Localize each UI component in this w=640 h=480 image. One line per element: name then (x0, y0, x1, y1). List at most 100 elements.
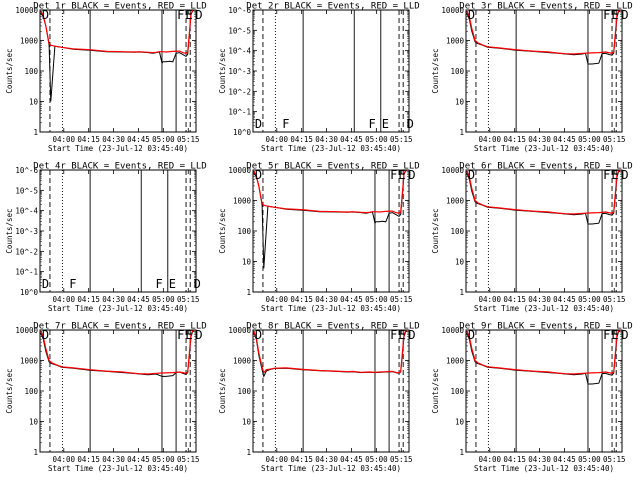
x-tick-label: 04:00 (52, 135, 75, 144)
x-tick-label: 05:15 (603, 295, 626, 304)
events-series-line (40, 330, 195, 377)
y-tick-label: 10 (29, 418, 39, 427)
x-axis-label: Start Time (23-Jul-12 03:45:40) (474, 304, 614, 313)
y-tick-label: 100 (450, 387, 464, 396)
plot-frame (465, 169, 623, 293)
y-tick-label: 10 (455, 98, 465, 107)
y-tick-label: 10000 (228, 166, 251, 175)
x-tick-label: 04:45 (127, 455, 150, 464)
x-tick-label: 04:45 (340, 135, 363, 144)
y-tick-label: 10^-3 (15, 227, 38, 236)
panel-title: Det 3r BLACK = Events, RED = LLD (459, 2, 632, 12)
interval-marker-letter: E (382, 117, 389, 131)
x-tick-label: 04:30 (315, 295, 338, 304)
y-tick-label: 10000 (441, 326, 464, 335)
interval-marker-letter: F (603, 168, 610, 182)
y-tick-label: 10 (242, 258, 252, 267)
x-tick-label: 05:15 (390, 135, 413, 144)
detector-panel: Det 3r BLACK = Events, RED = LLD Counts/s… (431, 2, 633, 154)
x-tick-label: 04:45 (127, 295, 150, 304)
y-tick-label: 10 (455, 258, 465, 267)
y-tick-label: 10^-1 (228, 108, 251, 117)
y-tick-label: 10^-4 (228, 47, 251, 56)
y-tick-label: 100 (237, 387, 251, 396)
y-tick-label: 10000 (441, 6, 464, 15)
y-tick-label: 10^-6 (15, 166, 38, 175)
y-axis-label: Counts/sec (218, 208, 227, 253)
interval-marker-letter: F (603, 8, 610, 22)
x-tick-label: 04:15 (503, 295, 526, 304)
x-tick-label: 04:15 (290, 135, 313, 144)
x-tick-label: 05:00 (578, 455, 601, 464)
interval-marker-letter: F (156, 277, 163, 291)
x-tick-label: 04:15 (77, 135, 100, 144)
y-tick-label: 100 (24, 387, 38, 396)
lld-series-line (253, 169, 408, 214)
y-axis-label: Counts/sec (5, 48, 14, 93)
x-tick-label: 05:15 (603, 455, 626, 464)
interval-marker-letter: D (468, 8, 475, 22)
panel-title: Det 4r BLACK = Events, RED = LLD (33, 162, 206, 172)
x-tick-label: 04:00 (52, 455, 75, 464)
plot-frame (39, 9, 197, 133)
interval-marker-letter: D (42, 277, 49, 291)
y-tick-label: 100 (24, 67, 38, 76)
plot-frame (465, 9, 623, 133)
interval-marker-letter: E (611, 8, 618, 22)
y-tick-label: 10^0 (233, 128, 252, 137)
interval-marker-letter: D (195, 328, 202, 342)
y-tick-label: 1000 (446, 357, 465, 366)
x-tick-label: 05:15 (390, 455, 413, 464)
x-tick-label: 04:00 (478, 295, 501, 304)
x-tick-label: 04:15 (77, 455, 100, 464)
x-tick-label: 05:00 (152, 295, 175, 304)
x-tick-label: 04:00 (265, 295, 288, 304)
y-tick-label: 1000 (233, 357, 252, 366)
lld-series-line (40, 330, 195, 375)
x-tick-label: 04:30 (528, 135, 551, 144)
x-tick-label: 04:00 (265, 455, 288, 464)
x-tick-label: 05:00 (365, 135, 388, 144)
detector-panel: Det 5r BLACK = Events, RED = LLD Counts/s… (218, 162, 420, 314)
x-tick-label: 05:00 (578, 295, 601, 304)
interval-marker-letter: D (255, 328, 262, 342)
x-axis-label: Start Time (23-Jul-12 03:45:40) (261, 304, 401, 313)
x-tick-label: 05:00 (152, 135, 175, 144)
y-axis-label: Counts/sec (218, 368, 227, 413)
y-tick-label: 100 (450, 67, 464, 76)
y-tick-label: 1 (246, 288, 251, 297)
y-tick-label: 10^-5 (15, 186, 38, 195)
detector-panel: Det 4r BLACK = Events, RED = LLD Counts/s… (5, 162, 207, 314)
x-tick-label: 04:00 (478, 135, 501, 144)
y-axis-label: Counts/sec (5, 368, 14, 413)
detector-panel: Det 7r BLACK = Events, RED = LLD Counts/s… (5, 322, 207, 474)
interval-marker-letter: D (42, 8, 49, 22)
y-tick-label: 1 (459, 288, 464, 297)
y-tick-label: 100 (450, 227, 464, 236)
y-tick-label: 1 (459, 128, 464, 137)
interval-marker-letter: D (621, 168, 628, 182)
interval-marker-letter: F (603, 328, 610, 342)
y-tick-label: 10 (455, 418, 465, 427)
x-tick-label: 05:15 (177, 295, 200, 304)
y-tick-label: 1 (459, 448, 464, 457)
interval-marker-letter: F (282, 117, 289, 131)
lld-series-line (466, 10, 621, 55)
panel-title: Det 8r BLACK = Events, RED = LLD (246, 322, 419, 332)
x-tick-label: 04:45 (553, 135, 576, 144)
interval-marker-letter: E (611, 168, 618, 182)
y-tick-label: 10000 (441, 166, 464, 175)
interval-marker-letter: F (69, 277, 76, 291)
y-tick-label: 10000 (15, 326, 38, 335)
x-tick-label: 05:15 (177, 455, 200, 464)
x-tick-label: 04:30 (102, 455, 125, 464)
interval-marker-letter: E (185, 328, 192, 342)
detector-panel: Det 2r BLACK = Events, RED = LLD Counts/s… (218, 2, 420, 154)
events-series-line (466, 330, 621, 385)
y-tick-label: 1000 (233, 197, 252, 206)
y-tick-label: 10^-2 (228, 87, 251, 96)
plot-frame (252, 9, 410, 133)
interval-marker-letter: D (42, 328, 49, 342)
interval-marker-letter: F (177, 8, 184, 22)
